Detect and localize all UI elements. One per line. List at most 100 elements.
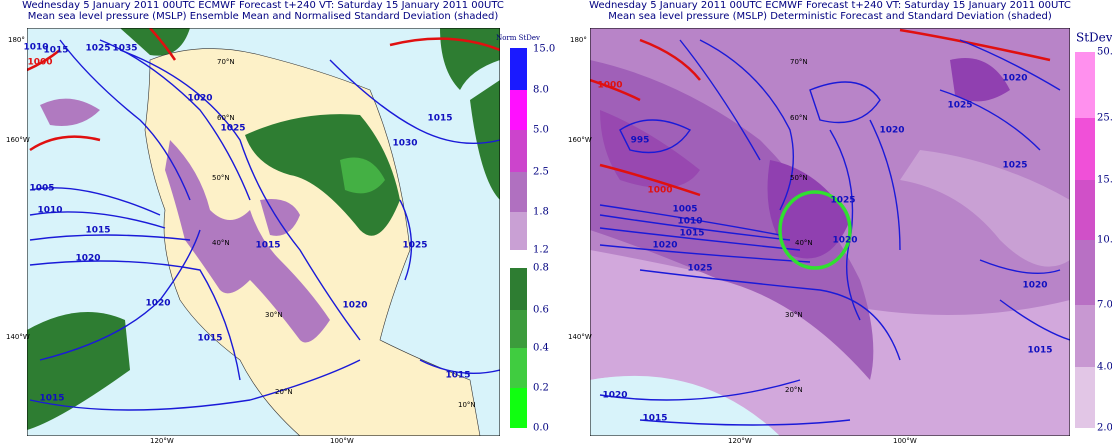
contour-label: 1015 [445, 371, 470, 381]
title-line: Mean sea level pressure (MSLP) Determini… [608, 11, 1052, 22]
grid-label: 10°N [458, 401, 476, 409]
legend-label: 0.8 [533, 263, 549, 274]
legend-swatch [510, 90, 527, 130]
legend-label: 15.0 [1097, 175, 1112, 186]
grid-label: 30°N [785, 311, 803, 319]
legend-label: 5.0 [533, 125, 549, 136]
contour-label: 1020 [1002, 74, 1027, 84]
grid-label: 120°W [728, 437, 752, 445]
contour-label: 1015 [255, 241, 280, 251]
title-line: Mean sea level pressure (MSLP) Ensemble … [28, 11, 499, 22]
legend-label: 25.0 [1097, 113, 1112, 124]
legend-label: 1.2 [533, 245, 549, 256]
grid-label: 20°N [275, 388, 293, 396]
contour-label: 1025 [85, 44, 110, 54]
grid-label: 30°N [265, 311, 283, 319]
contour-label: 1000 [597, 81, 622, 91]
legend-swatch [510, 310, 527, 348]
legend-label: 0.6 [533, 305, 549, 316]
legend-label: 8.0 [533, 85, 549, 96]
legend-label: 10.0 [1097, 235, 1112, 246]
grid-label: 50°N [212, 174, 230, 182]
legend-swatch [510, 172, 527, 212]
contour-label: 1020 [145, 299, 170, 309]
grid-label: 40°N [795, 239, 813, 247]
right-map [590, 28, 1070, 436]
legend-swatch [1075, 240, 1095, 305]
contour-label: 1000 [27, 58, 52, 68]
legend-label: 15.0 [533, 44, 555, 55]
contour-label: 1025 [402, 241, 427, 251]
legend-label: 0.2 [533, 383, 549, 394]
legend-swatch [1075, 367, 1095, 428]
legend-swatch [1075, 305, 1095, 367]
contour-label: 1030 [392, 139, 417, 149]
legend-swatch [1075, 118, 1095, 180]
contour-label: 1015 [1027, 346, 1052, 356]
contour-label: 1015 [197, 334, 222, 344]
contour-label: 1015 [679, 229, 704, 239]
contour-label: 1035 [112, 44, 137, 54]
grid-label: 180° [8, 36, 25, 44]
contour-label: 1020 [75, 254, 100, 264]
contour-label: 1025 [947, 101, 972, 111]
legend-label: 7.0 [1097, 300, 1112, 311]
grid-label: 70°N [790, 58, 808, 66]
contour-label: 1015 [427, 114, 452, 124]
contour-label: 1025 [220, 124, 245, 134]
grid-label: 140°W [6, 333, 30, 341]
legend-swatch [510, 48, 527, 90]
grid-label: 50°N [790, 174, 808, 182]
contour-label: 1025 [687, 264, 712, 274]
grid-label: 60°N [790, 114, 808, 122]
legend-label: 1.8 [533, 207, 549, 218]
contour-label: 1015 [43, 46, 68, 56]
title-line: Wednesday 5 January 2011 00UTC ECMWF For… [22, 0, 504, 11]
legend-label: 0.4 [533, 343, 549, 354]
grid-label: 100°W [893, 437, 917, 445]
legend-swatch [510, 212, 527, 250]
legend-title: StDev [1076, 31, 1112, 45]
contour-label: 1015 [642, 414, 667, 424]
grid-label: 20°N [785, 386, 803, 394]
grid-label: 60°N [217, 114, 235, 122]
legend-swatch [510, 388, 527, 428]
contour-label: 1025 [1002, 161, 1027, 171]
legend-swatch [510, 268, 527, 310]
contour-label: 1020 [342, 301, 367, 311]
grid-label: 140°W [568, 333, 592, 341]
contour-label: 1015 [85, 226, 110, 236]
contour-label: 1020 [832, 236, 857, 246]
legend-label: 0.0 [533, 423, 549, 434]
contour-label: 1000 [647, 186, 672, 196]
legend-label: 4.0 [1097, 362, 1112, 373]
legend-swatch [1075, 52, 1095, 118]
legend-swatch [510, 348, 527, 388]
contour-label: 1010 [677, 217, 702, 227]
legend-label: 2.0 [1097, 423, 1112, 434]
contour-label: 1005 [29, 184, 54, 194]
title-line: Wednesday 5 January 2011 00UTC ECMWF For… [589, 0, 1071, 11]
legend-swatch [510, 130, 527, 172]
contour-label: 1020 [187, 94, 212, 104]
contour-label: 1010 [23, 43, 48, 53]
left-map [27, 28, 500, 436]
legend-label: 2.5 [533, 167, 549, 178]
grid-label: 160°W [6, 136, 30, 144]
contour-label: 1020 [879, 126, 904, 136]
grid-label: 180° [570, 36, 587, 44]
legend-swatch [1075, 180, 1095, 240]
contour-label: 1020 [1022, 281, 1047, 291]
contour-label: 1010 [37, 206, 62, 216]
grid-label: 100°W [330, 437, 354, 445]
grid-label: 160°W [568, 136, 592, 144]
legend-label: 50.0 [1097, 47, 1112, 58]
contour-label: 1020 [652, 241, 677, 251]
grid-label: 120°W [150, 437, 174, 445]
contour-label: 1025 [830, 196, 855, 206]
grid-label: 70°N [217, 58, 235, 66]
legend-title: Norm StDev [496, 34, 540, 42]
contour-label: 995 [631, 136, 650, 146]
contour-label: 1015 [39, 394, 64, 404]
